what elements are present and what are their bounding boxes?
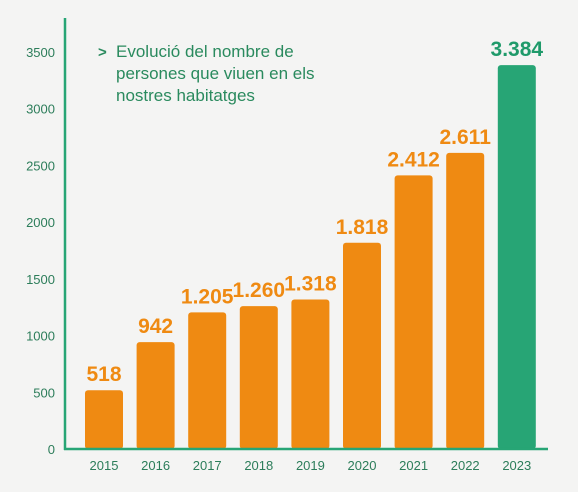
bar-2022	[446, 152, 485, 449]
y-tick-label: 1500	[26, 272, 55, 287]
bar-2018	[239, 306, 278, 449]
x-tick-label: 2021	[399, 458, 428, 473]
x-tick-label: 2017	[193, 458, 222, 473]
y-axis-ticks: 0 500 1000 1500 2000 2500 3000 3500	[26, 45, 55, 457]
data-label: 1.260	[233, 279, 286, 302]
y-tick-label: 2000	[26, 215, 55, 230]
y-tick-label: 500	[33, 385, 55, 400]
bar-2020	[343, 242, 381, 449]
data-label: 2.412	[387, 148, 440, 171]
bar-2017	[188, 312, 227, 449]
x-tick-label: 2022	[451, 458, 480, 473]
bar-2023	[497, 65, 536, 449]
bar-2019	[291, 299, 330, 449]
data-label: 518	[86, 363, 121, 386]
y-tick-label: 2500	[26, 158, 55, 173]
title-line-1: Evolució del nombre de	[116, 42, 294, 61]
title-line-2: persones que viuen en els	[116, 64, 314, 83]
y-tick-label: 1000	[26, 329, 55, 344]
bar-2015	[85, 390, 123, 449]
x-tick-label: 2016	[141, 458, 170, 473]
x-tick-label: 2023	[502, 458, 531, 473]
y-tick-label: 3500	[26, 45, 55, 60]
x-axis-ticks: 2015 2016 2017 2018 2019 2020 2021 2022 2023	[90, 458, 532, 473]
y-tick-label: 0	[48, 442, 55, 457]
data-label: 1.205	[181, 285, 234, 308]
title-line-3: nostres habitatges	[116, 86, 255, 105]
data-label: 2.611	[439, 126, 491, 149]
data-label: 1.818	[336, 216, 389, 239]
x-tick-label: 2018	[244, 458, 273, 473]
bars	[85, 65, 536, 449]
axes	[63, 18, 548, 451]
x-tick-label: 2019	[296, 458, 325, 473]
data-label: 942	[138, 315, 173, 338]
bar-2016	[136, 342, 175, 449]
x-tick-label: 2015	[90, 458, 119, 473]
y-tick-label: 3000	[26, 102, 55, 117]
chart-title: > Evolució del nombre de persones que vi…	[98, 42, 314, 105]
data-label: 1.318	[284, 273, 337, 296]
title-chevron-icon: >	[98, 44, 107, 61]
x-tick-label: 2020	[348, 458, 377, 473]
data-label: 3.384	[491, 38, 544, 61]
bar-2021	[394, 175, 433, 449]
